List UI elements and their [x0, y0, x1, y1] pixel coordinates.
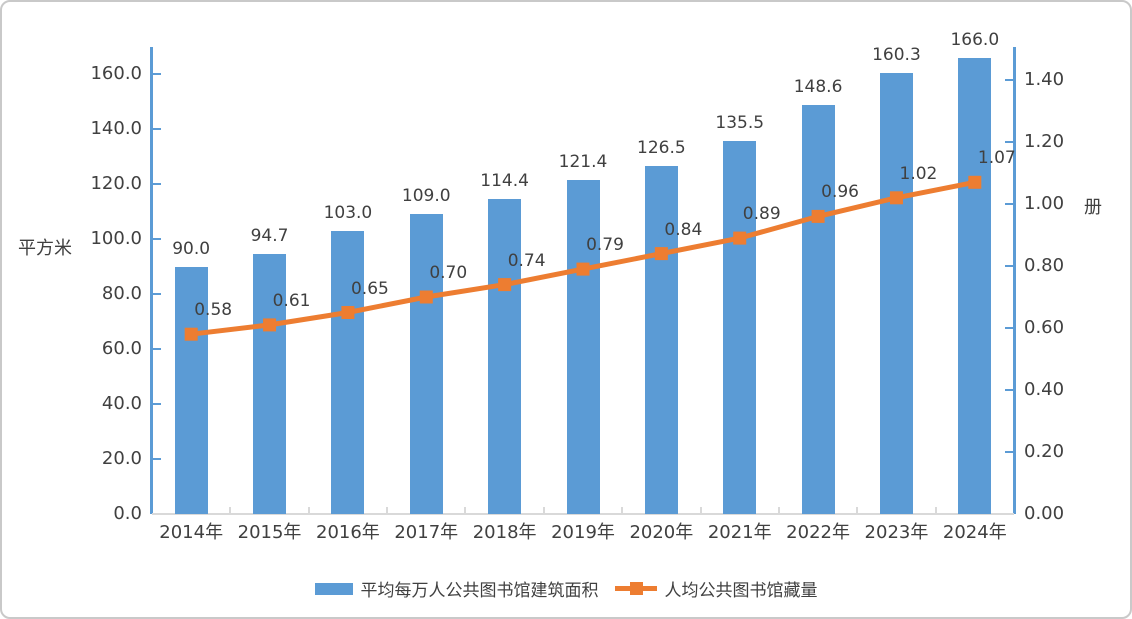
bar-value-label: 148.6 — [793, 77, 843, 98]
x-axis-category-label: 2020年 — [629, 522, 694, 543]
right-axis-tick — [1005, 203, 1014, 205]
left-axis-tick — [152, 293, 161, 295]
line-value-label: 0.89 — [742, 204, 781, 225]
line-value-label: 1.07 — [977, 148, 1016, 169]
left-axis-tick — [152, 183, 161, 185]
x-axis-tick — [777, 507, 780, 514]
bar — [566, 180, 600, 514]
line-value-label: 0.61 — [272, 290, 311, 311]
right-axis-tick — [1005, 451, 1014, 453]
left-y-axis-line — [150, 47, 153, 514]
right-axis-tick — [1005, 327, 1014, 329]
left-axis-tick — [152, 458, 161, 460]
bar-value-label: 121.4 — [558, 152, 608, 173]
bar — [879, 73, 913, 514]
line-value-label: 0.65 — [350, 278, 389, 299]
x-axis-category-label: 2015年 — [237, 522, 302, 543]
left-axis-title: 平方米 — [18, 238, 72, 259]
left-axis-tick-label: 100.0 — [90, 228, 142, 249]
bar-value-label: 109.0 — [401, 186, 451, 207]
left-axis-tick-label: 40.0 — [101, 393, 142, 414]
left-axis-tick — [152, 403, 161, 405]
right-axis-tick-label: 1.00 — [1024, 193, 1065, 214]
right-axis-tick-label: 0.40 — [1024, 379, 1065, 400]
line-value-label: 0.58 — [194, 300, 233, 321]
x-axis-tick — [229, 507, 232, 514]
bar — [488, 199, 522, 514]
bar-value-label: 160.3 — [872, 45, 921, 66]
left-axis-tick-label: 140.0 — [90, 118, 142, 139]
x-axis-tick — [699, 507, 702, 514]
line-value-label: 0.79 — [586, 235, 624, 256]
right-axis-tick — [1005, 265, 1014, 267]
x-axis-category-label: 2018年 — [472, 522, 537, 543]
legend: 平均每万人公共图书馆建筑面积 人均公共图书馆藏量 — [2, 576, 1130, 601]
left-axis-tick — [152, 238, 161, 240]
x-axis-line — [152, 513, 1014, 515]
x-axis-category-label: 2023年 — [864, 522, 929, 543]
x-axis-tick — [464, 507, 467, 514]
right-axis-title: 册 — [1084, 197, 1102, 218]
line-value-label: 0.96 — [821, 182, 859, 203]
right-axis-tick — [1005, 389, 1014, 391]
bar-value-label: 166.0 — [950, 29, 1000, 50]
bar-value-label: 126.5 — [637, 138, 686, 159]
line-series-legend-label: 人均公共图书馆藏量 — [664, 581, 818, 601]
bar — [409, 214, 443, 514]
right-axis-tick-label: 1.20 — [1024, 131, 1065, 152]
right-axis-tick-label: 0.20 — [1024, 441, 1065, 462]
left-axis-tick-label: 120.0 — [90, 173, 142, 194]
x-axis-tick — [542, 507, 545, 514]
right-axis-tick-label: 1.40 — [1024, 69, 1065, 90]
x-axis-category-label: 2017年 — [394, 522, 459, 543]
left-axis-tick — [152, 348, 161, 350]
left-axis-tick-label: 0.0 — [113, 503, 142, 524]
x-axis-tick — [386, 507, 389, 514]
left-axis-tick-label: 60.0 — [101, 338, 142, 359]
x-axis-tick — [856, 507, 859, 514]
bar-series-swatch-icon — [314, 582, 353, 595]
bar-value-label: 135.5 — [715, 113, 765, 134]
line-value-label: 0.84 — [664, 219, 703, 240]
bar-value-label: 114.4 — [480, 171, 529, 192]
right-y-axis-line — [1013, 47, 1016, 514]
bar — [644, 166, 678, 514]
right-axis-tick-label: 0.80 — [1024, 255, 1065, 276]
x-axis-category-label: 2021年 — [707, 522, 772, 543]
legend-item-bar-series: 平均每万人公共图书馆建筑面积 — [314, 576, 599, 601]
left-axis-tick-label: 80.0 — [101, 283, 142, 304]
x-axis-tick — [307, 507, 310, 514]
line-value-label: 0.74 — [507, 250, 546, 271]
legend-item-line-series: 人均公共图书馆藏量 — [614, 576, 818, 601]
right-axis-tick — [1005, 79, 1014, 81]
x-axis-category-label: 2014年 — [159, 522, 224, 543]
bar — [723, 141, 757, 514]
x-axis-tick — [934, 507, 937, 514]
x-axis-tick — [621, 507, 624, 514]
right-axis-tick-label: 0.00 — [1024, 503, 1065, 524]
line-value-label: 1.02 — [899, 163, 938, 184]
bar — [331, 230, 365, 514]
bar-value-label: 90.0 — [172, 238, 211, 259]
bar — [958, 57, 992, 514]
line-series-swatch-icon — [614, 582, 657, 595]
x-axis-category-label: 2016年 — [316, 522, 380, 543]
x-axis-category-label: 2019年 — [551, 522, 615, 543]
line-value-label: 0.70 — [429, 263, 468, 283]
left-axis-tick — [152, 128, 161, 130]
bar-value-label: 103.0 — [323, 202, 373, 223]
x-axis-category-label: 2024年 — [942, 522, 1007, 543]
left-axis-tick-label: 20.0 — [101, 448, 142, 469]
bar-series-legend-label: 平均每万人公共图书馆建筑面积 — [360, 581, 599, 601]
bar — [801, 105, 835, 514]
right-axis-tick-label: 0.60 — [1024, 317, 1065, 338]
x-axis-category-label: 2022年 — [786, 522, 850, 543]
left-axis-tick — [152, 73, 161, 75]
left-axis-tick-label: 160.0 — [90, 63, 142, 84]
bar-value-label: 94.7 — [250, 225, 289, 246]
right-axis-tick — [1005, 141, 1014, 143]
